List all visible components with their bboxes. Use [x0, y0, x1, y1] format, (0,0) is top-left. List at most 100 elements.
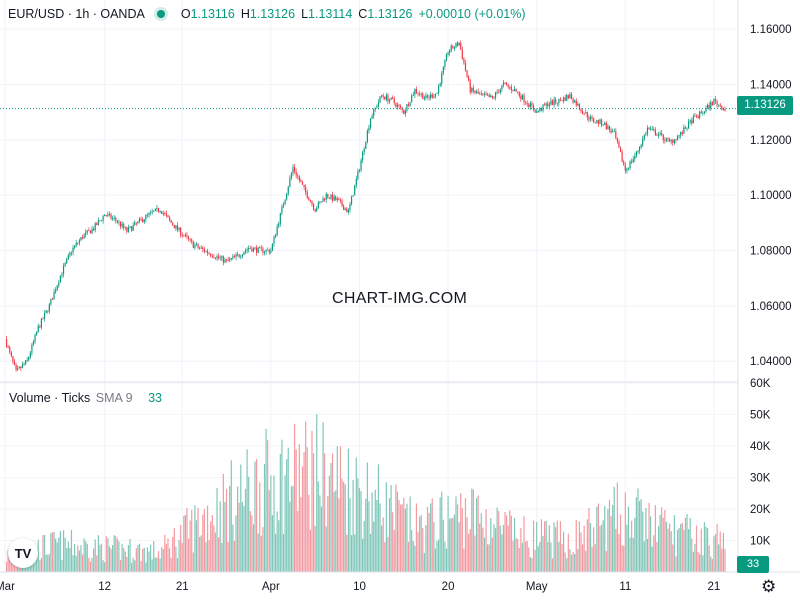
volume-bar	[83, 538, 85, 572]
candle-body	[303, 184, 305, 188]
candle-body	[542, 104, 544, 111]
volume-bar	[350, 534, 353, 572]
candle-body	[235, 254, 237, 257]
candle-body	[156, 207, 158, 209]
volume-bar	[513, 518, 516, 572]
volume-legend[interactable]: Volume · Ticks SMA 9 33	[9, 391, 162, 405]
volume-bar	[119, 560, 122, 572]
volume-bar	[574, 554, 576, 572]
candle-body	[358, 170, 361, 172]
volume-bar	[596, 506, 598, 572]
candle-body	[456, 42, 459, 46]
volume-bar	[604, 506, 606, 572]
candle-body	[453, 47, 456, 49]
volume-bar	[39, 560, 41, 572]
volume-bar	[197, 507, 199, 572]
candle-body	[221, 256, 223, 258]
candle-body	[466, 70, 468, 77]
volume-bar	[48, 554, 50, 572]
volume-bar	[403, 497, 405, 572]
volume-bar	[206, 505, 209, 572]
volume-bar	[418, 516, 421, 572]
open-label: O	[180, 7, 191, 21]
volume-bar	[363, 521, 365, 572]
volume-bar	[298, 444, 300, 572]
volume-bar	[240, 464, 242, 572]
price-tick-label: 1.14000	[750, 79, 792, 91]
candle-body	[697, 115, 699, 118]
volume-bar	[662, 517, 664, 572]
volume-bar	[472, 489, 474, 572]
candle-body	[257, 247, 259, 253]
volume-bar	[619, 514, 622, 572]
volume-bar	[422, 527, 424, 572]
candle-body	[252, 247, 255, 252]
volume-bar	[681, 522, 683, 572]
open-value: 1.13116	[190, 7, 235, 21]
volume-bar	[526, 540, 528, 572]
candle-body	[662, 134, 664, 141]
volume-bar	[153, 541, 155, 572]
candle-body	[121, 223, 123, 227]
candle-body	[599, 119, 601, 124]
volume-bar	[564, 552, 566, 572]
volume-bar	[566, 558, 568, 572]
candle-body	[673, 139, 675, 143]
candle-body	[75, 242, 77, 246]
volume-bar	[184, 514, 186, 572]
candle-body	[104, 215, 106, 217]
candle-body	[192, 241, 194, 248]
volume-bar	[665, 521, 668, 572]
volume-bar	[366, 462, 368, 572]
change-value: +0.00010 (+0.01%)	[418, 7, 526, 21]
volume-bar	[243, 506, 245, 572]
candle-body	[703, 111, 706, 114]
volume-bar	[415, 503, 418, 572]
volume-bar	[278, 520, 280, 572]
candle-body	[175, 225, 177, 229]
candle-body	[100, 220, 103, 222]
volume-bar	[135, 548, 137, 572]
volume-bar	[115, 535, 117, 572]
gear-icon[interactable]: ⚙	[761, 577, 777, 596]
candle-body	[187, 236, 190, 240]
volume-bar	[534, 549, 536, 572]
candle-body	[605, 122, 607, 129]
candle-body	[460, 42, 462, 50]
candle-body	[195, 244, 198, 246]
symbol-label[interactable]: EUR/USD · 1h · OANDA	[8, 7, 145, 21]
candle-body	[504, 82, 506, 84]
volume-bar	[303, 452, 305, 572]
candle-body	[21, 364, 24, 369]
candle-body	[455, 42, 457, 48]
candle-body	[445, 54, 448, 61]
volume-bar	[638, 501, 641, 572]
candle-body	[498, 92, 500, 94]
volume-bar	[211, 515, 213, 572]
volume-bar	[702, 555, 704, 572]
candle-body	[37, 326, 39, 333]
candle-body	[395, 102, 397, 107]
candle-body	[194, 245, 196, 248]
tradingview-logo-icon[interactable]: TV	[8, 538, 38, 568]
candle-body	[256, 247, 258, 253]
volume-bar	[437, 539, 440, 572]
candle-body	[664, 140, 666, 141]
volume-bar	[55, 538, 57, 572]
volume-bar	[449, 518, 451, 572]
close-value: 1.13126	[367, 7, 413, 21]
volume-bar	[392, 512, 394, 572]
volume-bar	[102, 560, 104, 572]
volume-bar	[474, 535, 476, 572]
candle-body	[328, 197, 330, 199]
candle-body	[230, 258, 232, 259]
candle-body	[297, 175, 299, 177]
volume-bar	[711, 559, 713, 572]
volume-bar	[553, 522, 555, 572]
candle-body	[616, 138, 618, 142]
candle-body	[300, 180, 302, 183]
candle-body	[7, 346, 9, 348]
volume-bar	[518, 548, 520, 572]
volume-bar	[183, 515, 185, 572]
